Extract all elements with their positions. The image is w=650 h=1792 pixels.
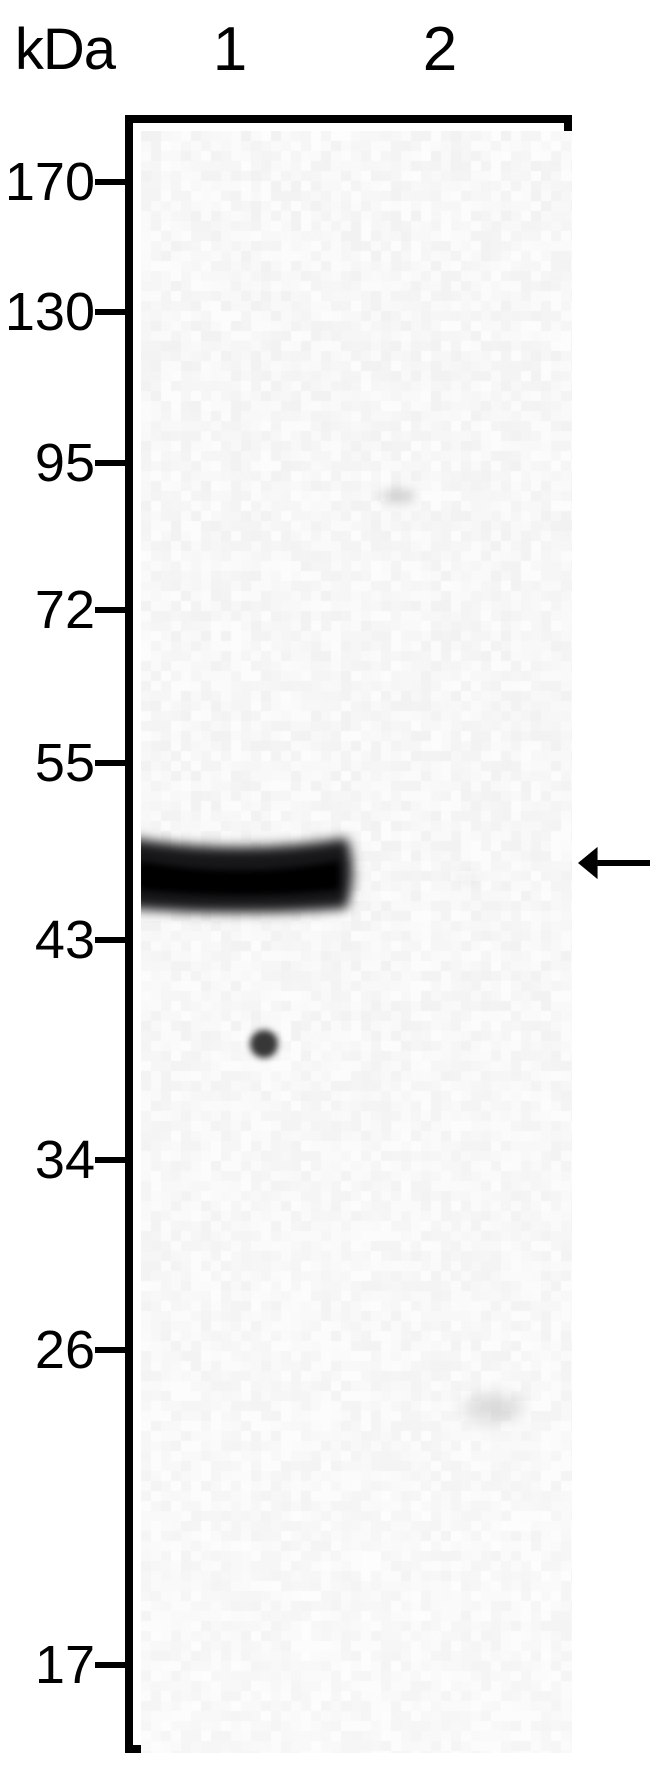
marker-label: 26 — [35, 1319, 95, 1381]
marker-label: 34 — [35, 1129, 95, 1191]
marker-tick — [95, 607, 125, 613]
marker-tick — [95, 760, 125, 766]
marker-label: 55 — [35, 732, 95, 794]
marker-label: 170 — [5, 151, 95, 213]
marker-label: 17 — [35, 1634, 95, 1696]
blot-membrane — [141, 131, 572, 1753]
band-indicator-arrow — [578, 846, 650, 880]
marker-tick — [95, 1662, 125, 1668]
marker-tick — [95, 460, 125, 466]
marker-tick — [95, 179, 125, 185]
marker-label: 43 — [35, 909, 95, 971]
marker-tick — [95, 309, 125, 315]
arrow-icon — [578, 846, 650, 880]
kda-unit-label: kDa — [0, 16, 115, 83]
marker-label: 130 — [5, 281, 95, 343]
marker-label: 72 — [35, 579, 95, 641]
western-blot-figure: kDa 1 2 170 130 95 72 55 43 34 26 17 — [0, 0, 650, 1792]
lane-label: 2 — [400, 14, 480, 85]
marker-tick — [95, 1157, 125, 1163]
marker-label: 95 — [35, 432, 95, 494]
blot-border — [125, 115, 572, 1753]
lane-label: 1 — [190, 14, 270, 85]
marker-tick — [95, 1347, 125, 1353]
marker-tick — [95, 937, 125, 943]
